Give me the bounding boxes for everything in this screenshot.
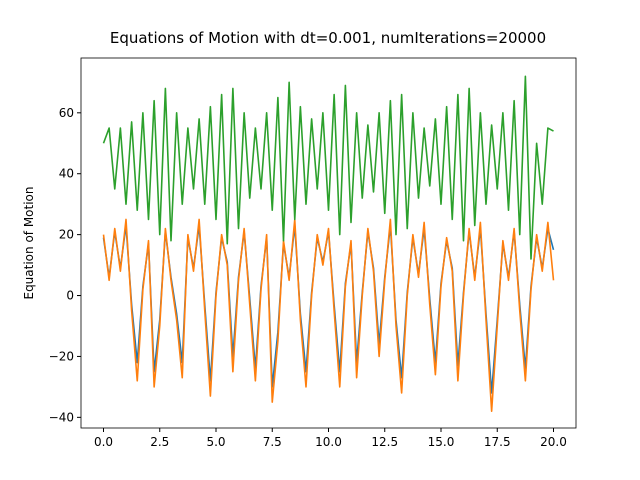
- y-axis-label: Equation of Motion: [22, 186, 36, 299]
- x-tick-label: 10.0: [315, 435, 342, 449]
- chart-title: Equations of Motion with dt=0.001, numIt…: [110, 29, 546, 47]
- x-tick-label: 2.5: [150, 435, 169, 449]
- x-tick-label: 12.5: [371, 435, 398, 449]
- x-tick-label: 0.0: [94, 435, 113, 449]
- x-tick-label: 20.0: [540, 435, 567, 449]
- y-tick-label: −20: [49, 349, 74, 363]
- series-line: [102, 218, 555, 413]
- plot-frame: [80, 57, 577, 429]
- x-tick-label: 15.0: [428, 435, 455, 449]
- y-tick-label: −40: [49, 410, 74, 424]
- y-tick-label: 60: [59, 106, 74, 120]
- y-tick-label: 20: [59, 228, 74, 242]
- series-line: [102, 75, 554, 260]
- y-tick-label: 40: [59, 167, 74, 181]
- x-tick-label: 5.0: [206, 435, 225, 449]
- y-tick-label: 0: [66, 289, 74, 303]
- x-tick-label: 17.5: [484, 435, 511, 449]
- x-tick-label: 7.5: [263, 435, 282, 449]
